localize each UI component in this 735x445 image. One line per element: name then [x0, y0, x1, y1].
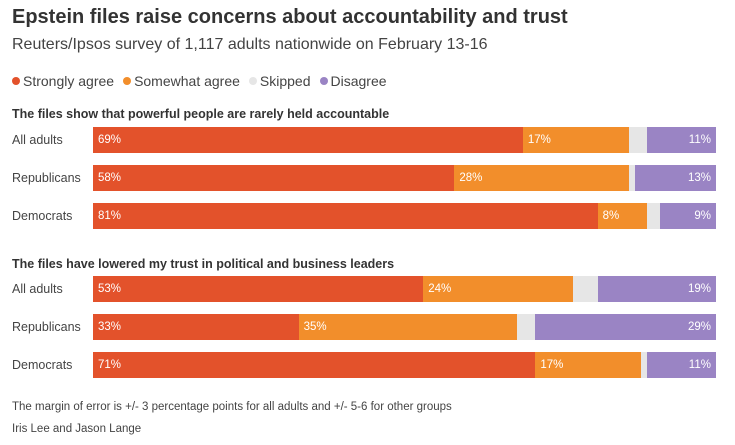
panel-1-row-democrats-seg-skipped [647, 203, 660, 229]
panel-1-row-democrats-bar: 81% 8% 9% [93, 203, 716, 229]
panel-2-row-all-adults-value-label-somewhat-agree: 24% [428, 283, 452, 295]
panel-1-row-democrats-value-label-strongly-agree: 81% [98, 210, 122, 222]
credit-line: Iris Lee and Jason Lange [12, 423, 142, 435]
legend-dot-skipped [248, 77, 257, 85]
panel-2-row-republicans-seg-strongly-agree: 33% [93, 314, 299, 340]
panel-1-row-republicans-value-label-somewhat-agree: 28% [459, 172, 483, 184]
panel-1-row-all-adults-seg-disagree: 11% [647, 127, 716, 153]
panel-2-row-republicans-value-label-strongly-agree: 33% [98, 321, 122, 333]
panel-2-row-republicans-label: Republicans [12, 320, 81, 334]
panel-2-row-democrats-value-label-somewhat-agree: 17% [540, 359, 564, 371]
panel-2-row-democrats-seg-somewhat-agree: 17% [535, 352, 642, 378]
panel-1-row-all-adults-bar: 69% 17% 11% [93, 127, 716, 153]
panel-2-row-republicans-value-label-disagree: 29% [687, 321, 711, 333]
panel-1-row-all-adults-label: All adults [12, 133, 63, 147]
panel-2-row-all-adults-label: All adults [12, 282, 63, 296]
panel-2-row-republicans-seg-disagree: 29% [535, 314, 716, 340]
panel-1-row-all-adults-value-label-disagree: 11% [688, 134, 711, 146]
legend-dot-disagree [319, 77, 328, 85]
legend-label-skipped: Skipped [259, 73, 311, 89]
panel-1-row-republicans-seg-disagree: 13% [634, 165, 716, 191]
panel-1-title: The files show that powerful people are … [12, 107, 390, 121]
panel-1-row-democrats-label: Democrats [12, 209, 73, 223]
legend-item-somewhat-agree: Somewhat agree [123, 73, 240, 89]
legend-item-skipped: Skipped [248, 73, 311, 89]
panel-2-row-all-adults-bar: 53% 24% 19% [93, 276, 716, 302]
panel-2-row-republicans-seg-somewhat-agree: 35% [298, 314, 517, 340]
legend-dot-somewhat-agree [123, 77, 132, 85]
panel-2-row-republicans-bar: 33% 35% 29% [93, 314, 716, 340]
panel-1-row-democrats-value-label-somewhat-agree: 8% [602, 210, 620, 222]
legend-item-strongly-agree: Strongly agree [12, 73, 114, 89]
panel-2-row-democrats-value-label-strongly-agree: 71% [98, 359, 122, 371]
chart-subtitle: Reuters/Ipsos survey of 1,117 adults nat… [12, 36, 488, 53]
panel-1-row-all-adults-value-label-strongly-agree: 69% [98, 134, 122, 146]
panel-1-row-democrats-value-label-disagree: 9% [694, 210, 711, 222]
legend: Strongly agree Somewhat agree Skipped Di… [12, 73, 387, 89]
panel-1-row-democrats-seg-strongly-agree: 81% [93, 203, 598, 229]
panel-1-row-democrats-seg-somewhat-agree: 8% [597, 203, 648, 229]
panel-1-row-all-adults-seg-skipped [628, 127, 648, 153]
panel-2-row-all-adults-value-label-strongly-agree: 53% [98, 283, 122, 295]
panel-2-row-all-adults-seg-somewhat-agree: 24% [423, 276, 573, 302]
chart-title: Epstein files raise concerns about accou… [12, 6, 568, 28]
panel-1-row-democrats-seg-disagree: 9% [659, 203, 716, 229]
panel-1-row-all-adults-seg-somewhat-agree: 17% [522, 127, 629, 153]
panel-1-row-republicans-value-label-disagree: 13% [687, 172, 711, 184]
panel-2-row-democrats-value-label-disagree: 11% [688, 359, 711, 371]
panel-1-row-republicans-value-label-strongly-agree: 58% [98, 172, 122, 184]
panel-1-row-republicans-bar: 58% 28% 13% [93, 165, 716, 191]
panel-2-row-all-adults-value-label-disagree: 19% [687, 283, 711, 295]
panel-1-row-republicans-seg-skipped [628, 165, 635, 191]
margin-of-error-note: The margin of error is +/- 3 percentage … [12, 401, 452, 413]
panel-2-title: The files have lowered my trust in polit… [12, 257, 395, 271]
legend-label-somewhat-agree: Somewhat agree [134, 73, 240, 89]
panel-2-row-all-adults-seg-skipped [572, 276, 598, 302]
panel-2-row-republicans-value-label-somewhat-agree: 35% [303, 321, 327, 333]
panel-2-row-all-adults-seg-strongly-agree: 53% [93, 276, 424, 302]
legend-label-disagree: Disagree [330, 73, 387, 89]
panel-2-row-republicans-seg-skipped [516, 314, 536, 340]
panel-2-row-democrats-seg-disagree: 11% [647, 352, 716, 378]
legend-item-disagree: Disagree [319, 73, 387, 89]
panel-1-row-all-adults-value-label-somewhat-agree: 17% [527, 134, 551, 146]
panel-1-row-all-adults-seg-strongly-agree: 69% [93, 127, 523, 153]
panel-2-row-democrats-bar: 71% 17% 11% [93, 352, 716, 378]
panel-1-row-republicans-seg-strongly-agree: 58% [93, 165, 455, 191]
panel-1-row-republicans-label: Republicans [12, 171, 81, 185]
panel-2-row-democrats-label: Democrats [12, 358, 73, 372]
panel-2-row-democrats-seg-skipped [641, 352, 648, 378]
legend-dot-strongly-agree [12, 77, 20, 85]
panel-1-row-republicans-seg-somewhat-agree: 28% [454, 165, 629, 191]
legend-label-strongly-agree: Strongly agree [23, 73, 115, 89]
panel-2-row-all-adults-seg-disagree: 19% [597, 276, 716, 302]
panel-2-row-democrats-seg-strongly-agree: 71% [93, 352, 536, 378]
